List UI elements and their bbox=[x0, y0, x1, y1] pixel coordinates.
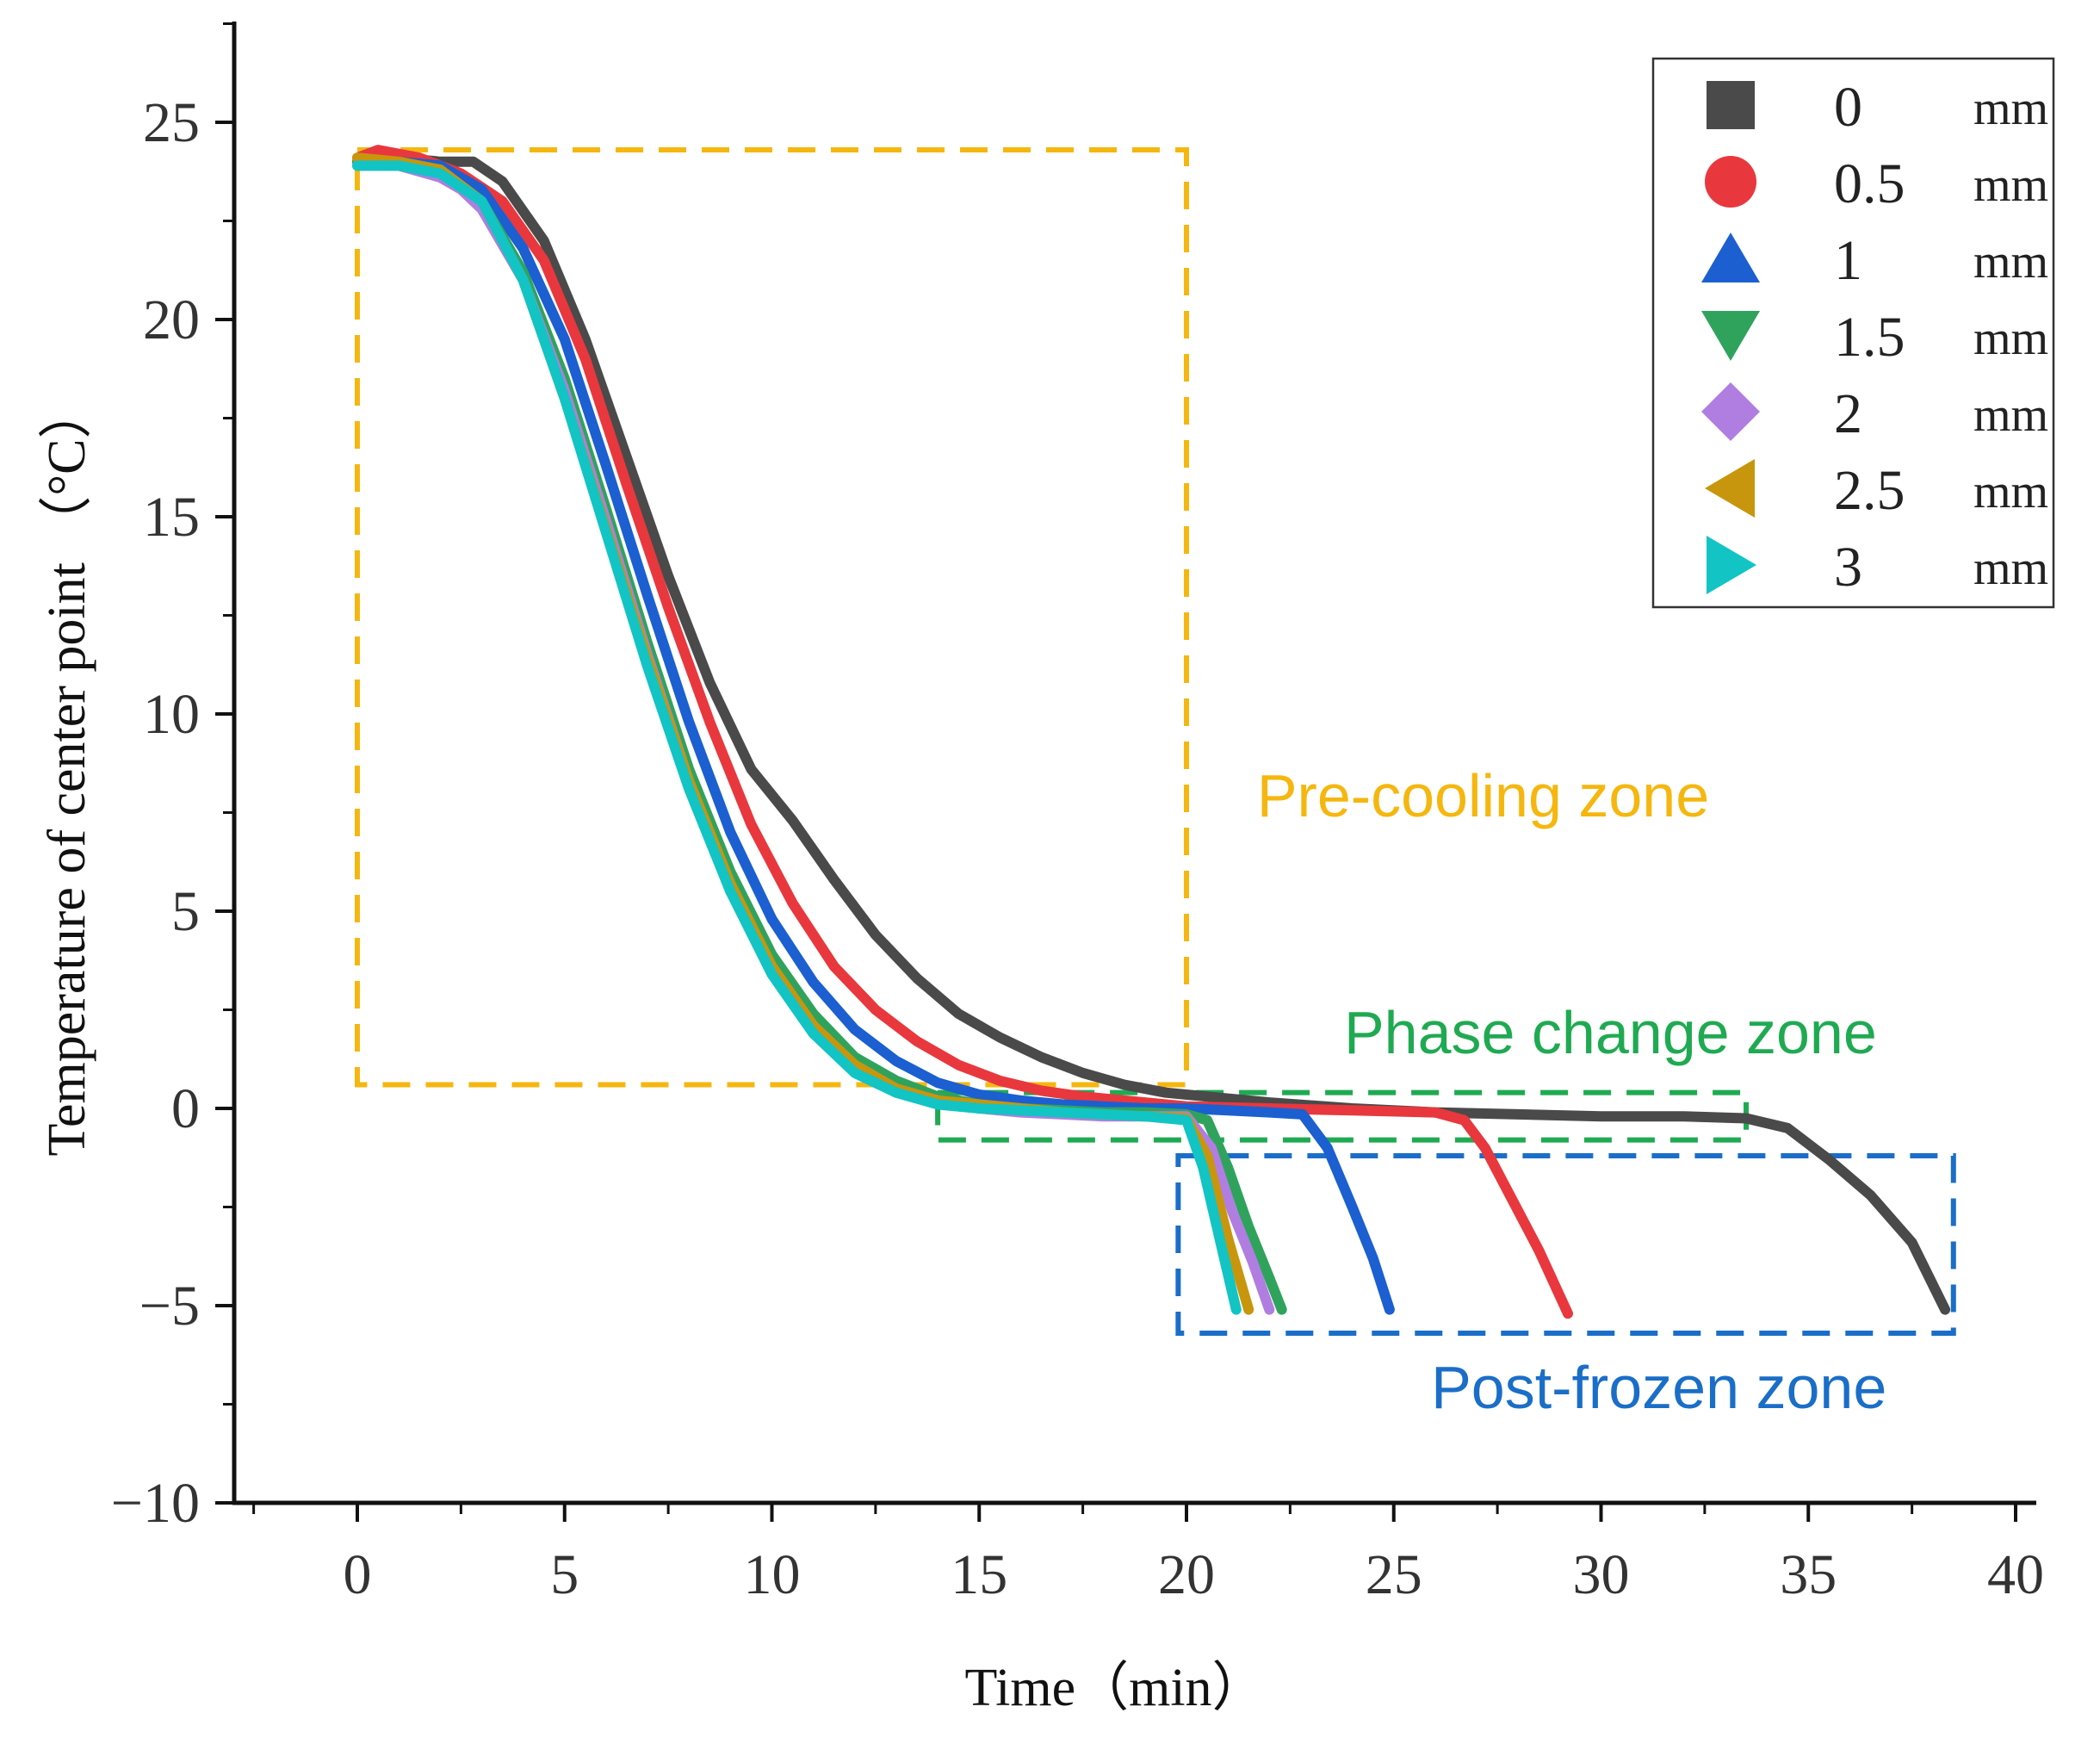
legend-unit-2: mm bbox=[1973, 235, 2048, 289]
legend-label-3: 1.5 bbox=[1834, 306, 1905, 369]
legend-marker-diamond-4 bbox=[1701, 382, 1760, 441]
legend-unit-0: mm bbox=[1973, 82, 2048, 135]
legend: 0 mm 0.5 mm 1 mm 1.5 mm 2 mm 2.5 mm 3 mm bbox=[1651, 57, 2055, 609]
x-tick-label-1: 5 bbox=[550, 1543, 579, 1606]
series-line-3 bbox=[352, 156, 1287, 1315]
zone-labels-layer: Pre-cooling zone Phase change zone Post-fr… bbox=[1257, 762, 1886, 1421]
y-axis-title: Temperature of center point （°C） bbox=[38, 385, 96, 1156]
y-tick-label-6: 20 bbox=[143, 289, 200, 351]
zone-label-0: Pre-cooling zone bbox=[1257, 762, 1709, 829]
series-layer bbox=[352, 145, 1951, 1319]
x-tick-label-2: 10 bbox=[744, 1543, 801, 1606]
x-tick-label-0: 0 bbox=[344, 1543, 372, 1606]
series-line-0 bbox=[352, 152, 1951, 1315]
legend-unit-6: mm bbox=[1973, 542, 2048, 595]
legend-marker-triangle-up-2 bbox=[1701, 233, 1760, 282]
legend-label-5: 2.5 bbox=[1834, 459, 1905, 522]
series-line-1 bbox=[352, 145, 1573, 1319]
zone-box-0 bbox=[355, 147, 1189, 1088]
legend-label-2: 1 bbox=[1834, 229, 1862, 292]
y-tick-label-2: 0 bbox=[171, 1077, 200, 1140]
zone-label-2: Post-frozen zone bbox=[1431, 1354, 1886, 1421]
x-tick-label-8: 40 bbox=[1987, 1543, 2044, 1606]
y-tick-label-3: 5 bbox=[171, 880, 200, 943]
legend-unit-4: mm bbox=[1973, 388, 2048, 442]
series-line-6 bbox=[352, 160, 1242, 1315]
x-tick-label-5: 25 bbox=[1366, 1543, 1422, 1606]
x-axis-title: Time（min） bbox=[964, 1659, 1265, 1717]
y-tick-label-1: −5 bbox=[139, 1275, 200, 1337]
legend-label-6: 3 bbox=[1834, 536, 1862, 599]
legend-unit-5: mm bbox=[1973, 465, 2048, 518]
legend-unit-1: mm bbox=[1973, 158, 2048, 212]
x-tick-label-7: 35 bbox=[1780, 1543, 1837, 1606]
legend-label-1: 0.5 bbox=[1834, 152, 1905, 215]
y-tick-label-0: −10 bbox=[111, 1472, 200, 1535]
y-tick-label-4: 10 bbox=[143, 683, 200, 746]
series-line-2 bbox=[352, 156, 1395, 1315]
x-tick-label-3: 15 bbox=[951, 1543, 1007, 1606]
legend-label-4: 2 bbox=[1834, 382, 1862, 445]
legend-label-0: 0 bbox=[1834, 76, 1862, 139]
legend-marker-triangle-right-6 bbox=[1707, 536, 1756, 594]
zone-box-2 bbox=[1175, 1152, 1956, 1337]
x-tick-label-6: 30 bbox=[1573, 1543, 1630, 1606]
y-tick-label-5: 15 bbox=[143, 486, 200, 549]
y-tick-label-7: 25 bbox=[143, 91, 200, 154]
axes-layer bbox=[232, 22, 2036, 1505]
x-tick-label-4: 20 bbox=[1158, 1543, 1215, 1606]
legend-marker-square-0 bbox=[1707, 81, 1755, 129]
legend-marker-circle-1 bbox=[1705, 156, 1756, 208]
series-line-5 bbox=[352, 152, 1254, 1315]
legend-marker-triangle-down-3 bbox=[1701, 311, 1760, 361]
legend-marker-triangle-left-5 bbox=[1705, 459, 1755, 518]
legend-unit-3: mm bbox=[1973, 312, 2048, 365]
zone-label-1: Phase change zone bbox=[1344, 999, 1877, 1066]
